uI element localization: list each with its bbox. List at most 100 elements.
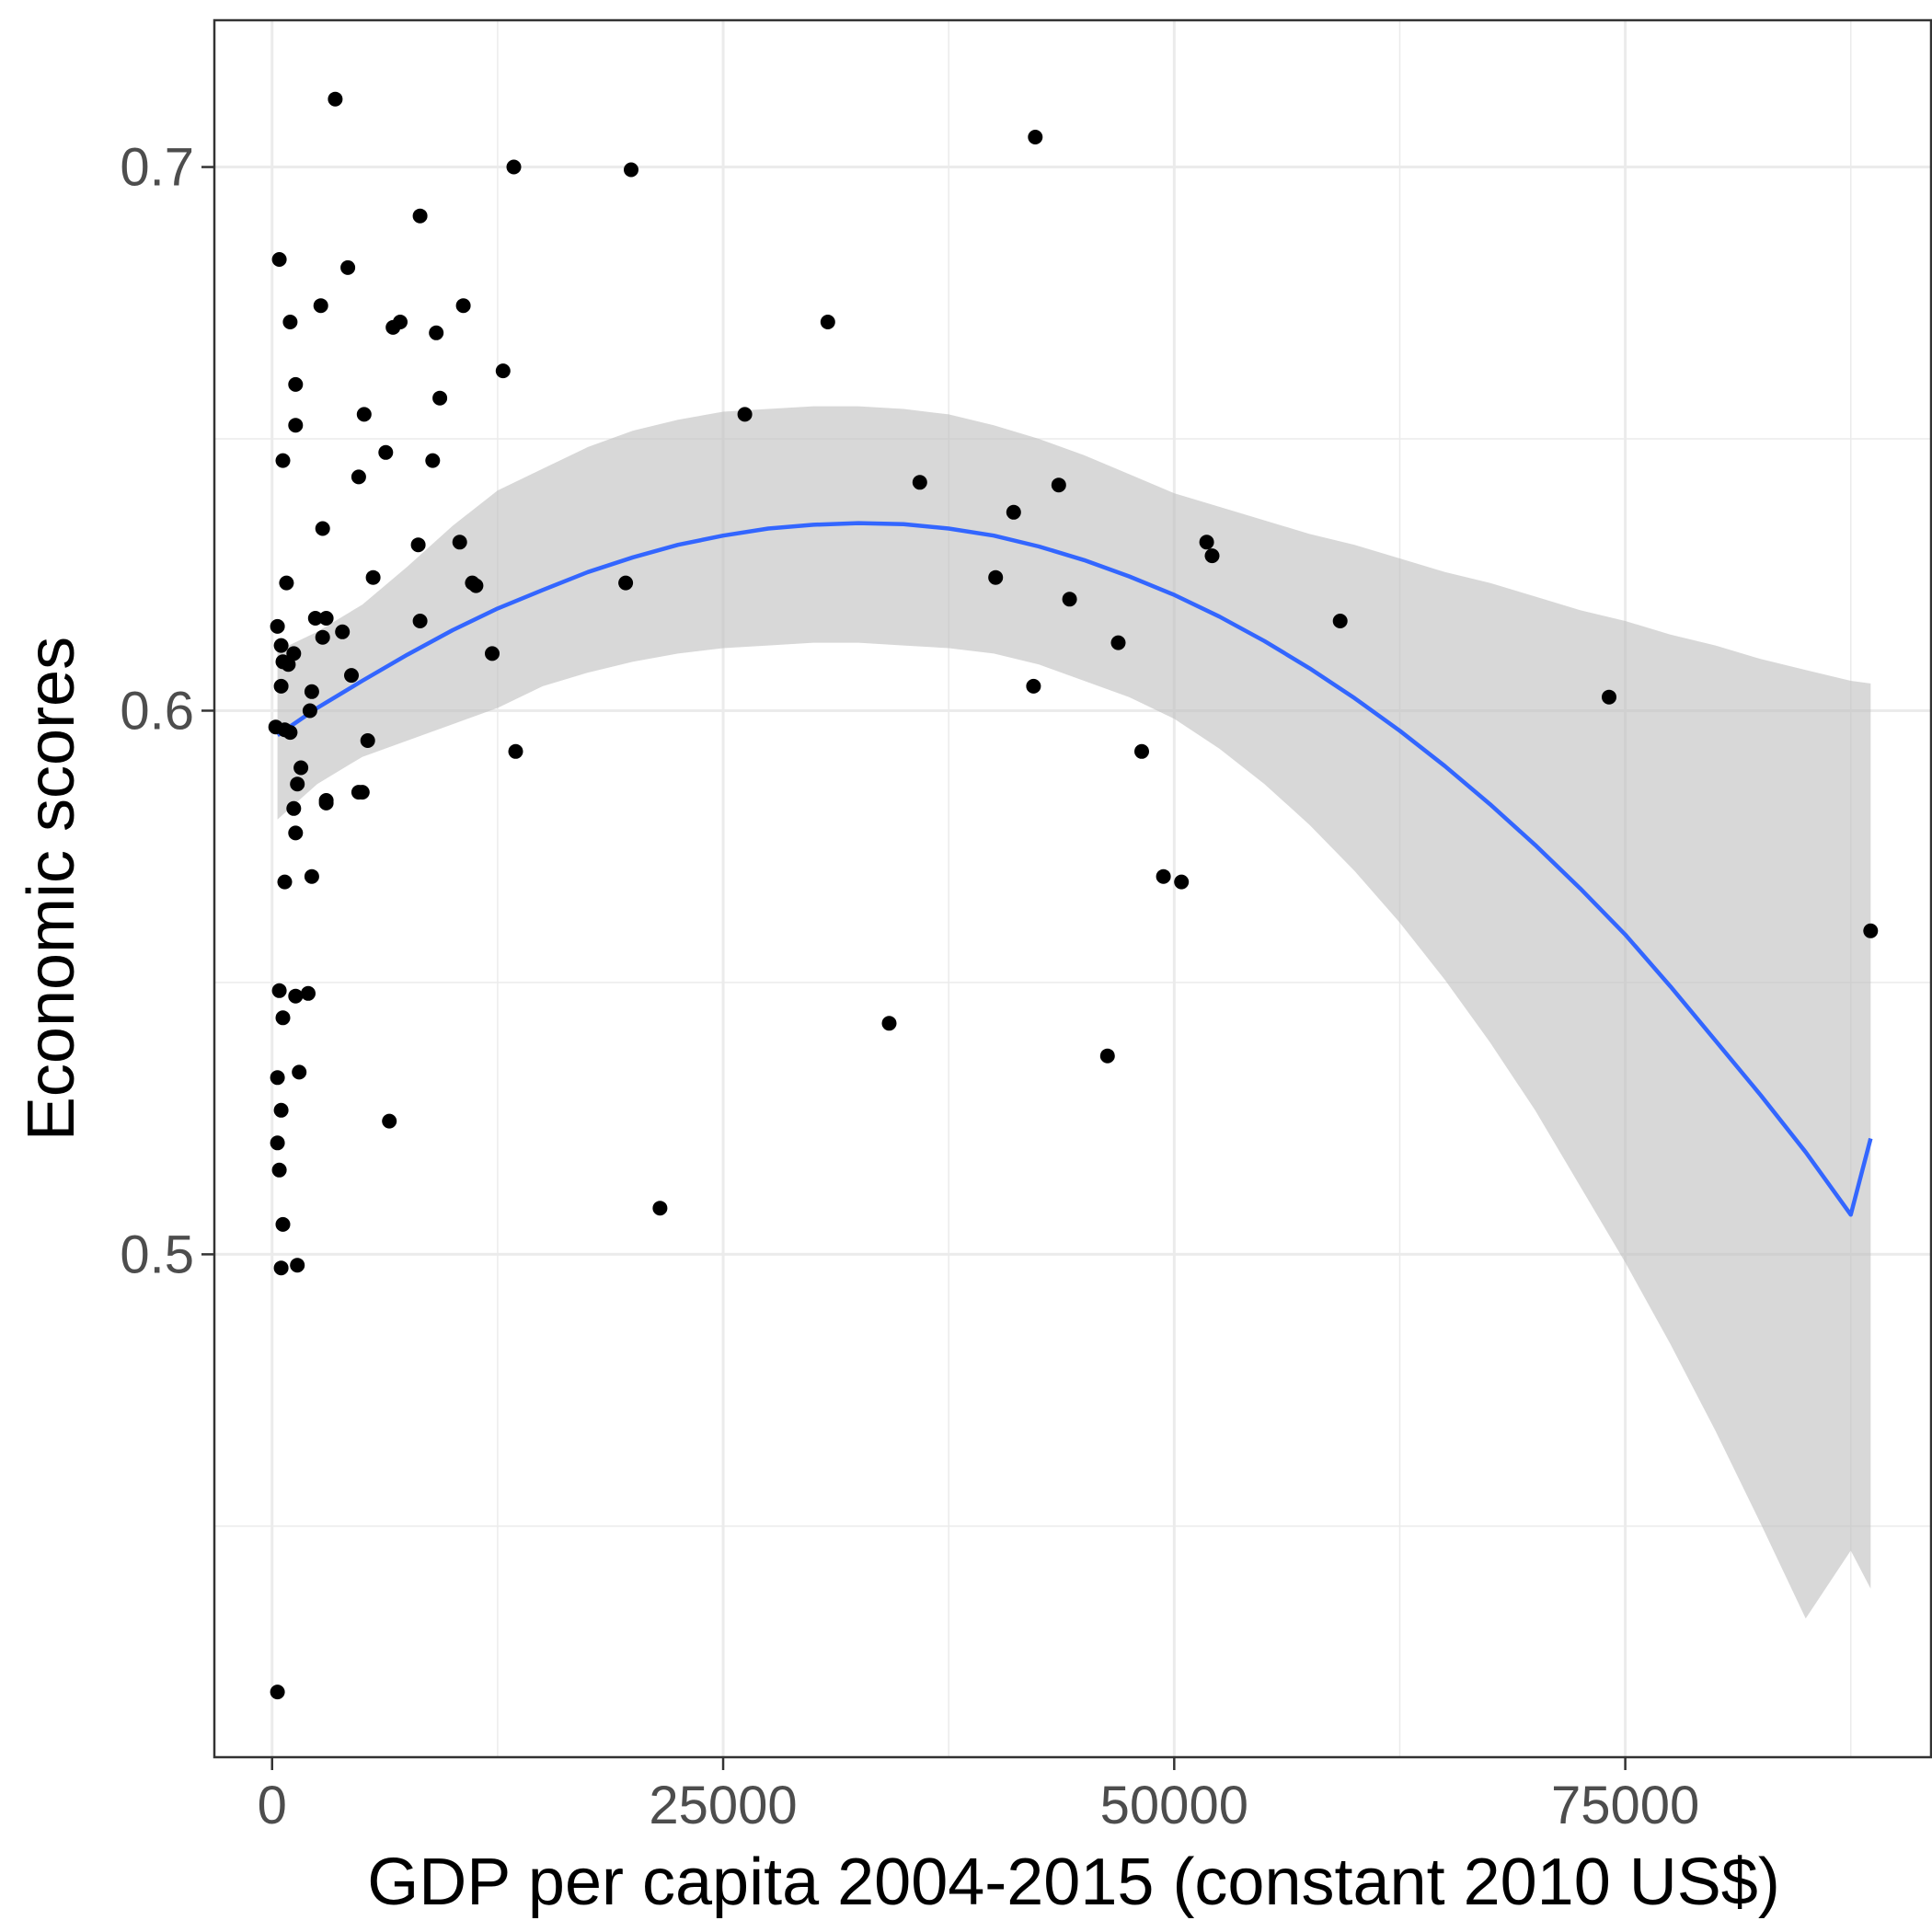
data-point	[275, 453, 291, 468]
data-point	[281, 657, 296, 673]
data-point	[1863, 923, 1879, 938]
data-point	[288, 988, 304, 1004]
data-point	[432, 390, 448, 406]
data-point	[301, 985, 316, 1001]
data-point	[302, 703, 317, 719]
data-point	[412, 208, 428, 224]
data-point	[1602, 689, 1616, 705]
data-point	[304, 868, 319, 884]
data-point	[1199, 535, 1214, 550]
data-point	[270, 618, 285, 634]
data-point	[1028, 130, 1043, 144]
data-point	[271, 983, 287, 998]
data-point	[1110, 635, 1126, 650]
data-point	[1051, 477, 1066, 493]
data-point	[275, 1010, 291, 1026]
data-point	[508, 743, 523, 759]
data-point	[313, 298, 328, 314]
data-point	[292, 1064, 307, 1080]
data-point	[737, 407, 753, 422]
data-point	[273, 678, 289, 694]
data-point	[1332, 614, 1348, 628]
data-point	[988, 569, 1004, 585]
data-point	[277, 874, 293, 890]
data-point	[315, 629, 330, 645]
data-point	[356, 407, 372, 422]
data-point	[290, 776, 305, 792]
x-tick-label: 0	[258, 1776, 287, 1835]
data-point	[340, 259, 356, 275]
data-point	[307, 611, 323, 626]
data-point	[410, 537, 426, 553]
data-point	[365, 569, 381, 585]
data-point	[354, 785, 370, 800]
data-point	[429, 325, 444, 340]
data-point	[1156, 868, 1171, 884]
data-point	[328, 91, 343, 107]
data-point	[1026, 678, 1041, 694]
data-point	[1204, 548, 1220, 564]
fit-line	[276, 521, 1873, 1217]
tick-labels: 0 25000 50000 75000 0.5 0.6 0.7	[120, 138, 1699, 1835]
x-axis-title: GDP per capita 2004-2015 (constant 2010 …	[367, 1846, 1780, 1919]
data-point	[273, 1102, 289, 1118]
data-point	[293, 760, 309, 776]
data-point	[412, 614, 428, 628]
x-tick-label: 25000	[649, 1776, 797, 1835]
confidence-band	[277, 406, 1871, 1619]
data-point	[277, 722, 293, 738]
data-point	[385, 319, 401, 335]
data-point	[288, 376, 304, 392]
data-point	[455, 298, 471, 314]
data-point	[820, 315, 835, 329]
data-point	[506, 159, 522, 175]
data-point	[378, 444, 394, 460]
data-point	[273, 638, 289, 653]
data-points	[268, 91, 1879, 1700]
data-point	[1006, 504, 1021, 520]
data-point	[382, 1113, 397, 1129]
data-point	[282, 315, 298, 329]
data-point	[495, 363, 511, 379]
data-point	[318, 795, 334, 811]
data-point	[1134, 743, 1149, 759]
data-point	[271, 1162, 287, 1178]
data-point	[1174, 874, 1190, 890]
data-point	[912, 475, 927, 490]
data-point	[286, 800, 302, 816]
panel-border	[213, 18, 1932, 1759]
data-point	[351, 469, 366, 485]
data-point	[652, 1201, 668, 1216]
data-point	[360, 733, 375, 748]
data-point	[275, 1216, 291, 1232]
data-point	[270, 1135, 285, 1151]
data-point	[286, 646, 302, 661]
data-point	[270, 1685, 285, 1700]
data-point	[335, 624, 351, 639]
data-point	[288, 418, 304, 433]
data-point	[618, 575, 634, 591]
data-point	[452, 535, 467, 550]
data-point	[273, 1260, 289, 1276]
y-tick-label: 0.5	[120, 1225, 194, 1284]
data-point	[315, 521, 330, 536]
y-tick-label: 0.7	[120, 138, 194, 198]
y-axis-title: Economic scores	[15, 637, 88, 1141]
x-tick-label: 50000	[1100, 1776, 1248, 1835]
axis-ticks	[201, 166, 1627, 1770]
data-point	[290, 1258, 305, 1273]
data-point	[304, 684, 319, 699]
data-point	[270, 1070, 285, 1086]
data-point	[1099, 1048, 1115, 1064]
data-point	[288, 825, 304, 841]
data-point	[271, 252, 287, 267]
y-tick-label: 0.6	[120, 681, 194, 741]
x-tick-label: 75000	[1551, 1776, 1699, 1835]
data-point	[344, 668, 359, 684]
data-point	[624, 162, 638, 178]
data-point	[881, 1016, 897, 1031]
data-point	[425, 453, 441, 468]
data-point	[318, 611, 334, 626]
data-point	[1062, 592, 1077, 607]
